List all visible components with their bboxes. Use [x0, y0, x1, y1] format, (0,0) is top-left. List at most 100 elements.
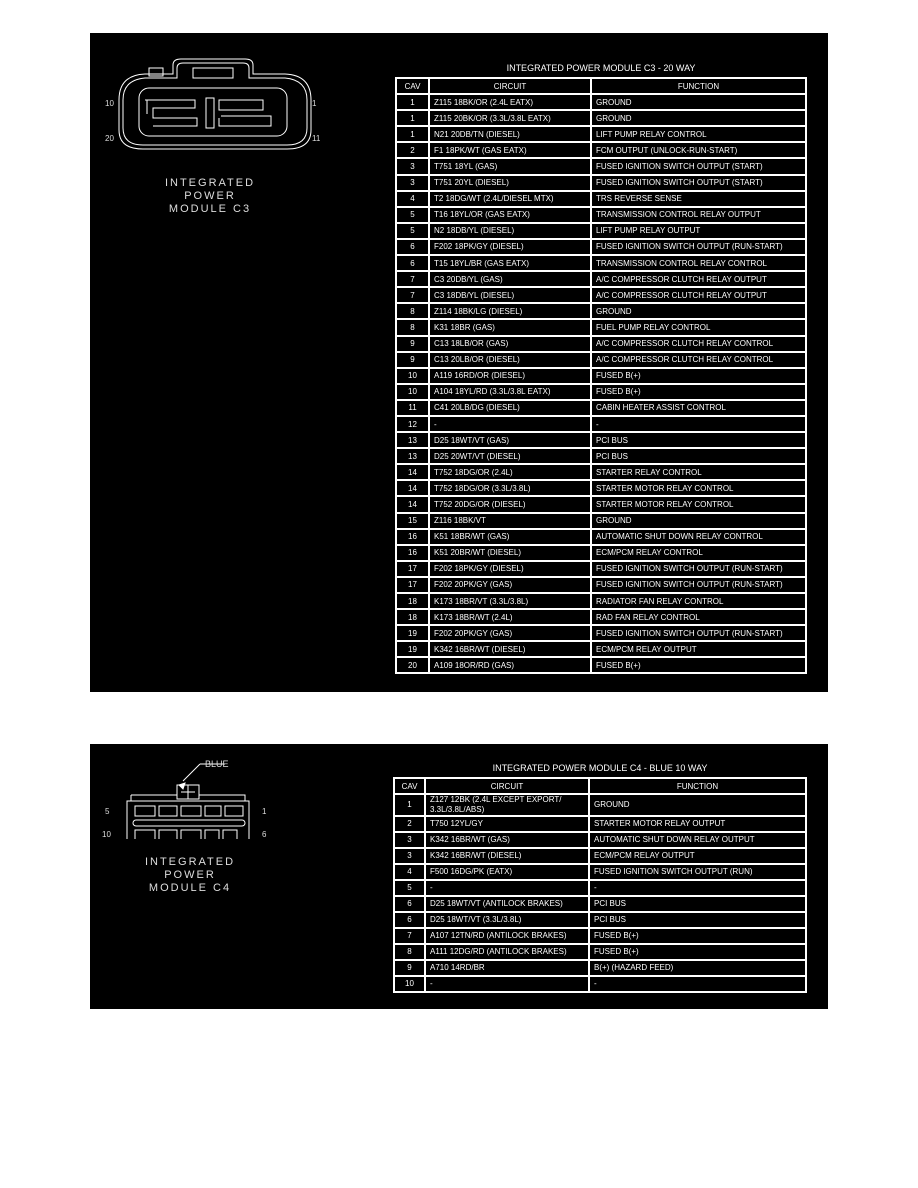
table-row: 3 T751 20YL (DIESEL) FUSED IGNITION SWITCH…: [395, 173, 807, 192]
header-function: FUNCTION: [588, 777, 807, 795]
circuit-cell: C41 20LB/DG (DIESEL): [428, 398, 592, 417]
circuit-cell: K173 18BR/WT (2.4L): [428, 608, 592, 627]
table-row: 1 N21 20DB/TN (DIESEL) LIFT PUMP RELAY CON…: [395, 125, 807, 144]
cav-cell: 10: [393, 975, 426, 993]
label-line: POWER: [184, 190, 236, 202]
cav-cell: 1: [395, 125, 430, 144]
circuit-cell: F1 18PK/WT (GAS EATX): [428, 141, 592, 160]
c4-panel: BLUE 5 10 1 6 INTEGRATED POWER MODULE C4…: [90, 744, 828, 1009]
function-cell: PCI BUS: [588, 911, 807, 929]
cav-cell: 5: [393, 879, 426, 897]
function-cell: FUSED IGNITION SWITCH OUTPUT (RUN-START): [590, 624, 807, 643]
table-row: 19 F202 20PK/GY (GAS) FUSED IGNITION SWITC…: [395, 624, 807, 643]
table-row: 14 T752 18DG/OR (2.4L) STARTER RELAY CONTR…: [395, 463, 807, 482]
table-row: 6 D25 18WT/VT (ANTILOCK BRAKES) PCI BUS: [393, 895, 807, 913]
cav-cell: 7: [395, 286, 430, 305]
circuit-cell: A109 18OR/RD (GAS): [428, 656, 592, 675]
circuit-cell: C3 20DB/YL (GAS): [428, 270, 592, 289]
function-cell: PCI BUS: [590, 431, 807, 450]
function-cell: TRANSMISSION CONTROL RELAY OUTPUT: [590, 205, 807, 224]
table-row: 6 T15 18YL/BR (GAS EATX) TRANSMISSION CONT…: [395, 254, 807, 273]
header-circuit: CIRCUIT: [424, 777, 590, 795]
table-row: 5 T16 18YL/OR (GAS EATX) TRANSMISSION CONT…: [395, 205, 807, 224]
function-cell: RAD FAN RELAY CONTROL: [590, 608, 807, 627]
function-cell: FUSED B(+): [588, 943, 807, 961]
function-cell: A/C COMPRESSOR CLUTCH RELAY OUTPUT: [590, 286, 807, 305]
function-cell: A/C COMPRESSOR CLUTCH RELAY CONTROL: [590, 350, 807, 369]
c4-table-title: INTEGRATED POWER MODULE C4 - BLUE 10 WAY: [492, 763, 708, 773]
table-row: 7 C3 20DB/YL (GAS) A/C COMPRESSOR CLUTCH R…: [395, 270, 807, 289]
function-cell: RADIATOR FAN RELAY CONTROL: [590, 591, 807, 611]
table-row: 20 A109 18OR/RD (GAS) FUSED B(+): [395, 656, 807, 675]
function-cell: FUSED B(+): [590, 656, 807, 675]
c3-connector-drawing: [118, 58, 312, 150]
circuit-cell: A104 18YL/RD (3.3L/3.8L EATX): [428, 382, 592, 401]
circuit-cell: Z116 18BK/VT: [428, 511, 592, 530]
table-row: 4 F500 16DG/PK (EATX) FUSED IGNITION SWITC…: [393, 863, 807, 881]
function-cell: FUSED B(+): [590, 382, 807, 401]
cav-cell: 8: [395, 302, 430, 321]
cav-cell: 14: [395, 463, 430, 482]
circuit-cell: T751 20YL (DIESEL): [428, 173, 592, 192]
cav-cell: 14: [395, 479, 430, 498]
cav-cell: 8: [393, 943, 426, 961]
cav-cell: 7: [393, 927, 426, 945]
c4-pin-label: 10: [102, 830, 111, 839]
label-line: POWER: [164, 869, 216, 881]
table-row: 2 F1 18PK/WT (GAS EATX) FCM OUTPUT (UNLOCK…: [395, 141, 807, 160]
circuit-cell: -: [424, 975, 590, 993]
cav-cell: 1: [395, 109, 430, 128]
circuit-cell: T752 20DG/OR (DIESEL): [428, 495, 592, 514]
circuit-cell: Z114 18BK/LG (DIESEL): [428, 302, 592, 321]
circuit-cell: N2 18DB/YL (DIESEL): [428, 221, 592, 240]
table-row: 16 K51 20BR/WT (DIESEL) ECM/PCM RELAY CONT…: [395, 543, 807, 562]
function-cell: -: [588, 975, 807, 993]
circuit-cell: A119 16RD/OR (DIESEL): [428, 366, 592, 385]
function-cell: GROUND: [590, 109, 807, 128]
table-row: 13 D25 20WT/VT (DIESEL) PCI BUS: [395, 447, 807, 466]
table-row: 3 K342 16BR/WT (GAS) AUTOMATIC SHUT DOWN R…: [393, 831, 807, 849]
function-cell: STARTER MOTOR RELAY CONTROL: [590, 479, 807, 498]
c3-pin-label: 1: [312, 99, 317, 108]
table-row: 4 T2 18DG/WT (2.4L/DIESEL MTX) TRS REVERSE…: [395, 189, 807, 208]
table-row: 1 Z127 12BK (2.4L EXCEPT EXPORT/ 3.3L/3.8…: [393, 793, 807, 817]
table-header-row: CAV CIRCUIT FUNCTION: [395, 76, 807, 96]
table-row: 14 T752 20DG/OR (DIESEL) STARTER MOTOR REL…: [395, 495, 807, 514]
circuit-cell: Z115 20BK/OR (3.3L/3.8L EATX): [428, 109, 592, 128]
cav-cell: 5: [395, 205, 430, 224]
function-cell: TRS REVERSE SENSE: [590, 189, 807, 208]
c4-pin-label: 6: [262, 830, 267, 839]
cav-cell: 3: [393, 847, 426, 865]
table-row: 18 K173 18BR/WT (2.4L) RAD FAN RELAY CONTR…: [395, 608, 807, 627]
c4-pin-label: 1: [262, 807, 267, 816]
table-row: 6 F202 18PK/GY (DIESEL) FUSED IGNITION SWI…: [395, 237, 807, 257]
circuit-cell: -: [424, 879, 590, 897]
circuit-cell: N21 20DB/TN (DIESEL): [428, 125, 592, 144]
cav-cell: 3: [393, 831, 426, 849]
function-cell: GROUND: [590, 93, 807, 112]
circuit-cell: Z115 18BK/OR (2.4L EATX): [428, 93, 592, 112]
cav-cell: 2: [393, 815, 426, 833]
circuit-cell: F500 16DG/PK (EATX): [424, 863, 590, 881]
function-cell: TRANSMISSION CONTROL RELAY CONTROL: [590, 254, 807, 273]
label-line: INTEGRATED: [164, 177, 256, 189]
function-cell: CABIN HEATER ASSIST CONTROL: [590, 398, 807, 417]
label-line: MODULE C4: [148, 882, 232, 894]
function-cell: AUTOMATIC SHUT DOWN RELAY CONTROL: [590, 527, 807, 546]
function-cell: AUTOMATIC SHUT DOWN RELAY OUTPUT: [588, 831, 807, 849]
circuit-cell: K31 18BR (GAS): [428, 318, 592, 337]
table-row: 12- -: [395, 414, 807, 434]
function-cell: GROUND: [590, 511, 807, 530]
function-cell: STARTER RELAY CONTROL: [590, 463, 807, 482]
cav-cell: 4: [393, 863, 426, 881]
circuit-cell: K342 16BR/WT (DIESEL): [424, 847, 590, 865]
circuit-cell: K342 16BR/WT (DIESEL): [428, 640, 592, 659]
cav-cell: 18: [395, 608, 430, 627]
cav-cell: 13: [395, 447, 430, 466]
circuit-cell: K51 18BR/WT (GAS): [428, 527, 592, 546]
circuit-cell: T752 18DG/OR (3.3L/3.8L): [428, 479, 592, 498]
table-row: 1 Z115 18BK/OR (2.4L EATX) GROUND: [395, 93, 807, 112]
function-cell: FUSED IGNITION SWITCH OUTPUT (RUN-START): [590, 237, 807, 257]
cav-cell: 11: [395, 398, 430, 417]
table-row: 8 Z114 18BK/LG (DIESEL) GROUND: [395, 302, 807, 321]
